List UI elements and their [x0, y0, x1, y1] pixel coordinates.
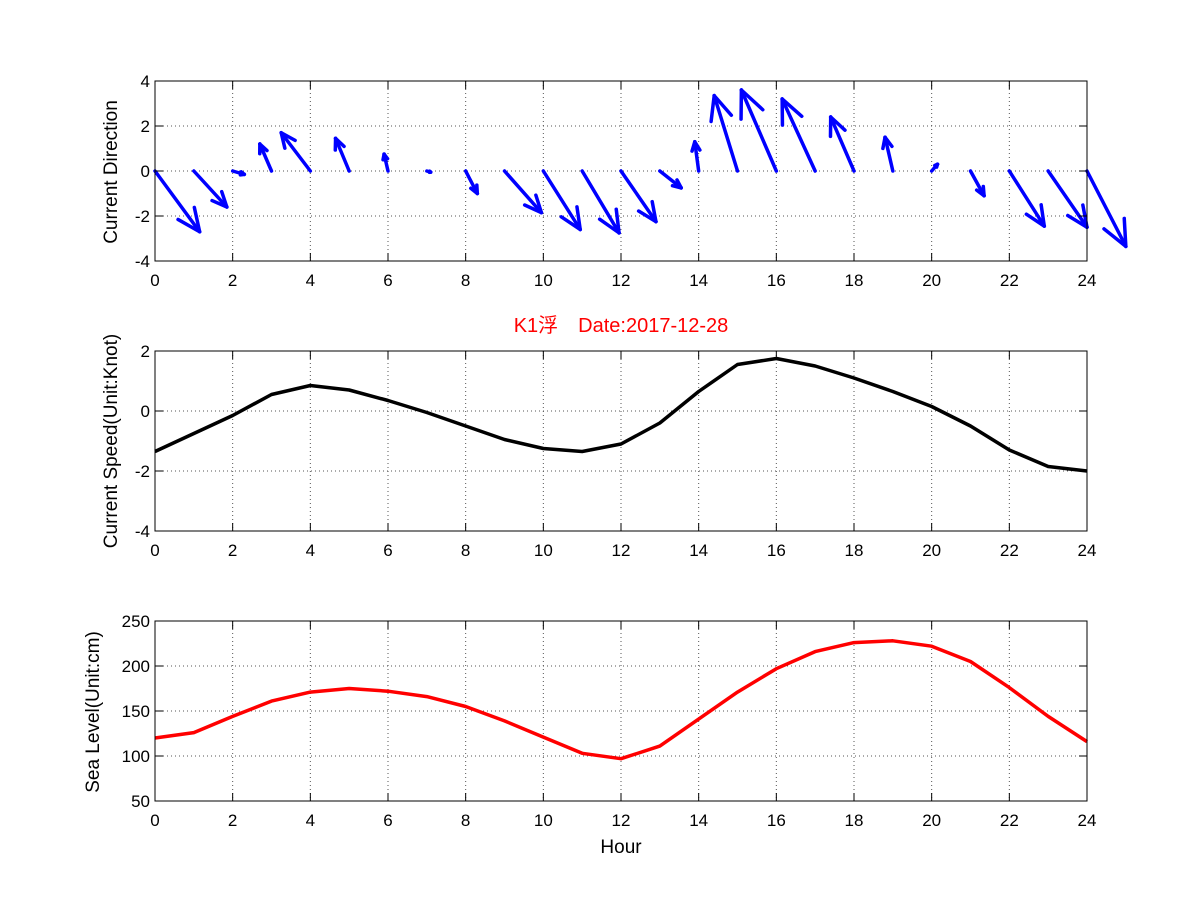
speed-x-tick-label: 14 — [689, 541, 708, 560]
speed-x-tick-label: 0 — [150, 541, 159, 560]
direction-x-tick-label: 20 — [922, 271, 941, 290]
speed-y-tick-label: -4 — [135, 522, 150, 541]
sea-level-x-tick-label: 18 — [845, 811, 864, 830]
speed-x-tick-label: 20 — [922, 541, 941, 560]
sea-level-x-tick-label: 20 — [922, 811, 941, 830]
direction-x-tick-label: 10 — [534, 271, 553, 290]
sea-level-x-tick-label: 14 — [689, 811, 708, 830]
direction-y-tick-label: 2 — [141, 117, 150, 136]
sea-level-x-tick-label: 12 — [612, 811, 631, 830]
direction-arrow-head — [672, 186, 681, 188]
direction-arrow-head — [240, 174, 244, 175]
direction-y-tick-label: -4 — [135, 252, 150, 271]
direction-arrow-head — [937, 164, 938, 167]
speed-x-tick-label: 4 — [306, 541, 315, 560]
speed-x-tick-label: 6 — [383, 541, 392, 560]
speed-x-tick-label: 16 — [767, 541, 786, 560]
speed-y-tick-label: -2 — [135, 462, 150, 481]
y-axis-label-sea-level: Sea Level(Unit:cm) — [83, 631, 104, 793]
speed-x-tick-label: 10 — [534, 541, 553, 560]
sea-level-y-tick-label: 250 — [122, 612, 150, 631]
speed-x-tick-label: 2 — [228, 541, 237, 560]
speed-y-tick-label: 2 — [141, 342, 150, 361]
y-axis-label-speed: Current Speed(Unit:Knot) — [101, 334, 122, 548]
sea-level-y-tick-label: 50 — [131, 792, 150, 811]
direction-x-tick-label: 18 — [845, 271, 864, 290]
direction-x-tick-label: 8 — [461, 271, 470, 290]
direction-x-tick-label: 22 — [1000, 271, 1019, 290]
chart-title: K1浮 Date:2017-12-28 — [514, 314, 729, 337]
speed-x-tick-label: 22 — [1000, 541, 1019, 560]
direction-x-tick-label: 12 — [612, 271, 631, 290]
sea-level-x-tick-label: 2 — [228, 811, 237, 830]
direction-y-tick-label: 0 — [141, 162, 150, 181]
x-axis-label-hour: Hour — [600, 837, 642, 858]
sea-level-x-tick-label: 4 — [306, 811, 315, 830]
direction-x-tick-label: 0 — [150, 271, 159, 290]
direction-x-tick-label: 2 — [228, 271, 237, 290]
sea-level-x-tick-label: 22 — [1000, 811, 1019, 830]
sea-level-y-tick-label: 150 — [122, 702, 150, 721]
direction-x-tick-label: 16 — [767, 271, 786, 290]
sea-level-x-tick-label: 10 — [534, 811, 553, 830]
direction-y-tick-label: 4 — [141, 72, 150, 91]
direction-x-tick-label: 6 — [383, 271, 392, 290]
sea-level-x-tick-label: 16 — [767, 811, 786, 830]
speed-x-tick-label: 18 — [845, 541, 864, 560]
sea-level-y-tick-label: 200 — [122, 657, 150, 676]
direction-arrow — [427, 171, 431, 172]
speed-y-tick-label: 0 — [141, 402, 150, 421]
direction-y-tick-label: -2 — [135, 207, 150, 226]
sea-level-x-tick-label: 8 — [461, 811, 470, 830]
speed-x-tick-label: 24 — [1078, 541, 1097, 560]
sea-level-y-tick-label: 100 — [122, 747, 150, 766]
direction-x-tick-label: 24 — [1078, 271, 1097, 290]
direction-x-tick-label: 4 — [306, 271, 315, 290]
direction-arrow-head — [1124, 218, 1126, 246]
speed-x-tick-label: 8 — [461, 541, 470, 560]
speed-x-tick-label: 12 — [612, 541, 631, 560]
y-axis-label-direction: Current Direction — [101, 100, 122, 244]
sea-level-x-tick-label: 6 — [383, 811, 392, 830]
sea-level-x-tick-label: 24 — [1078, 811, 1097, 830]
direction-x-tick-label: 14 — [689, 271, 708, 290]
sea-level-x-tick-label: 0 — [150, 811, 159, 830]
